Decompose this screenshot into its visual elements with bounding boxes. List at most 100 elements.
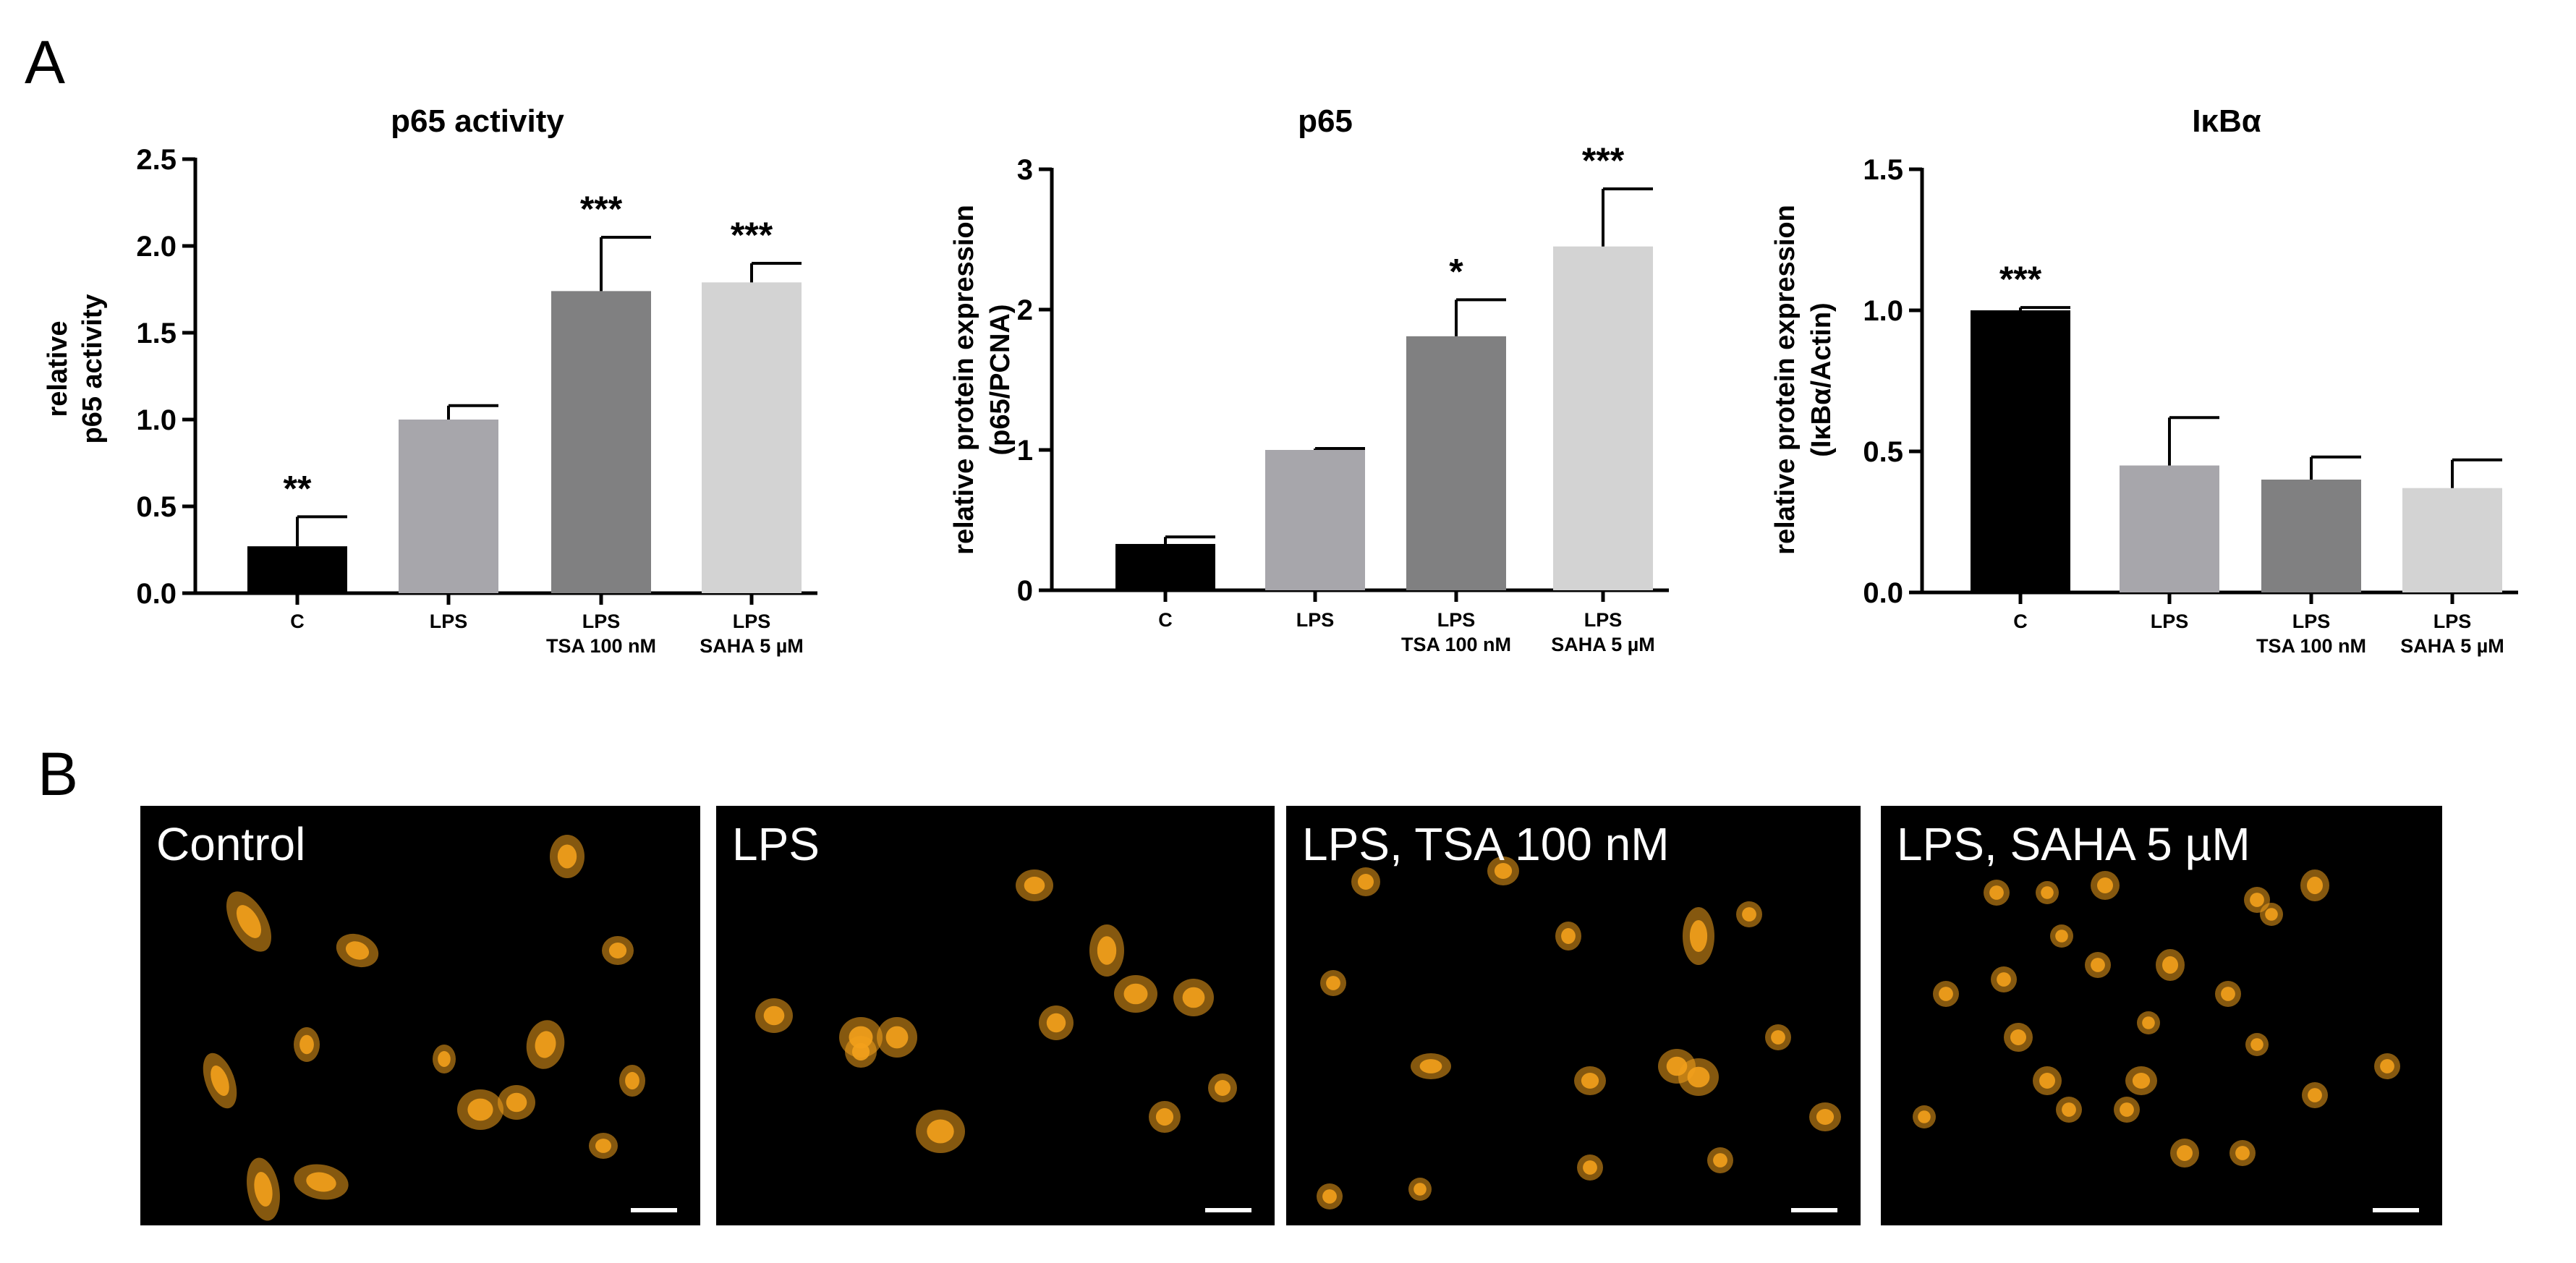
cell [2245, 1033, 2269, 1056]
cell [1487, 856, 1519, 885]
cell [2374, 1053, 2400, 1079]
cell [1809, 1102, 1841, 1131]
x-tick-label: LPS [582, 611, 621, 632]
y-axis-label: p65 activity [77, 294, 108, 444]
significance-label: ** [284, 468, 312, 509]
significance-label: *** [731, 215, 773, 255]
significance-label: *** [580, 189, 623, 229]
y-tick-label: 0.0 [136, 578, 177, 610]
cell [755, 998, 793, 1033]
cell [550, 835, 585, 878]
cells-control [203, 835, 677, 1221]
cell [2156, 949, 2185, 981]
cell [2125, 1066, 2157, 1095]
cell [2302, 1082, 2328, 1108]
panel-letter-b: B [38, 740, 79, 808]
x-tick-label: C [1158, 609, 1173, 631]
cell [1991, 966, 2017, 992]
cell [1016, 869, 1053, 901]
panel-letter-a: A [25, 28, 66, 96]
chart-p65-expression: p65 relative protein expression (p65/PCNA)… [949, 103, 1669, 655]
bar [702, 282, 802, 593]
micrograph-label: LPS, TSA 100 nM [1302, 818, 1670, 870]
bar [1406, 336, 1506, 590]
cell [1984, 880, 2010, 906]
cells-lps [755, 869, 1251, 1212]
cell [226, 891, 271, 952]
cell [1320, 970, 1346, 996]
cell [2137, 1011, 2160, 1034]
cell [2114, 1097, 2140, 1123]
x-tick-label: LPS [2433, 611, 2472, 632]
micrograph-label: LPS [732, 818, 820, 870]
micrograph-label: Control [156, 818, 306, 870]
cell [877, 1017, 917, 1058]
cell [2050, 924, 2073, 948]
cell [1707, 1147, 1733, 1173]
y-axis-label: (IκBα/Actin) [1806, 302, 1837, 456]
bar [2261, 480, 2361, 592]
cell [1555, 922, 1581, 951]
cell [336, 933, 379, 968]
cell [1683, 907, 1714, 965]
cell [2004, 1023, 2033, 1052]
cell [1411, 1053, 1451, 1079]
bar [1553, 246, 1653, 590]
x-tick-label: TSA 100 nM [1401, 634, 1511, 655]
cell [1351, 867, 1380, 896]
cell [1736, 901, 1762, 927]
x-tick-label: SAHA 5 µM [700, 635, 804, 657]
cell [1678, 1058, 1719, 1096]
x-tick-label: LPS [1296, 609, 1335, 631]
cell [2229, 1140, 2256, 1166]
chart-title: IκBα [2192, 103, 2261, 139]
cell [457, 1089, 503, 1130]
cell [1114, 975, 1157, 1013]
cell [526, 1020, 565, 1069]
x-tick-label: C [2013, 611, 2028, 632]
y-tick-label: 0.0 [1863, 577, 1903, 609]
x-tick-label: LPS [430, 611, 468, 632]
cell [433, 1045, 456, 1073]
cell [1089, 924, 1124, 977]
x-tick-label: TSA 100 nM [2256, 635, 2366, 657]
cell [1408, 1178, 1432, 1201]
y-tick-label: 3 [1017, 154, 1033, 186]
cell [2085, 952, 2111, 978]
x-tick-label: LPS [1584, 609, 1623, 631]
scale-bar [1791, 1208, 1837, 1212]
x-tick-label: SAHA 5 µM [1551, 634, 1655, 655]
bar [1971, 310, 2070, 592]
significance-label: * [1449, 251, 1463, 292]
y-tick-label: 1.5 [136, 318, 177, 349]
cell [1317, 1183, 1343, 1209]
y-tick-label: 2.0 [136, 231, 177, 263]
cell [2215, 981, 2241, 1007]
cell [2033, 1066, 2062, 1095]
cell [619, 1065, 645, 1097]
bar [399, 420, 498, 593]
cells-lps-saha [1913, 869, 2419, 1212]
cell [1574, 1066, 1606, 1095]
cell [1173, 979, 1214, 1016]
y-tick-label: 1.5 [1863, 154, 1903, 186]
x-tick-label: LPS [1437, 609, 1476, 631]
bar [247, 546, 347, 593]
scale-bar [1205, 1208, 1251, 1212]
y-tick-label: 1.0 [136, 404, 177, 436]
x-tick-label: SAHA 5 µM [2400, 635, 2504, 657]
y-axis-label: relative protein expression [949, 205, 979, 555]
micrograph-lps-saha: LPS, SAHA 5 µM [1881, 806, 2442, 1225]
cell [1149, 1101, 1181, 1133]
cell [247, 1157, 280, 1221]
x-tick-label: LPS [2292, 611, 2331, 632]
cell [1577, 1154, 1603, 1181]
significance-label: *** [1582, 140, 1625, 181]
micrograph-lps-tsa: LPS, TSA 100 nM [1286, 806, 1861, 1225]
y-tick-label: 0 [1017, 575, 1033, 607]
chart-title: p65 [1298, 103, 1353, 139]
x-tick-label: LPS [733, 611, 771, 632]
y-tick-label: 2 [1017, 294, 1033, 326]
